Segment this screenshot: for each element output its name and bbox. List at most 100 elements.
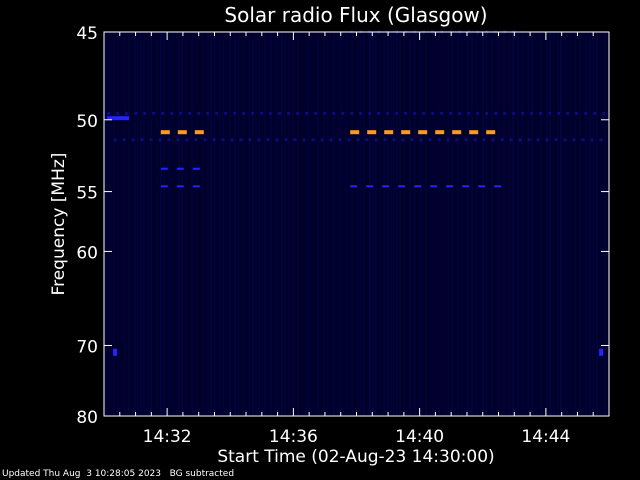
dotted_band_1-dash (278, 111, 282, 115)
dotted_band_1-dash (584, 111, 588, 115)
dotted_band_3-dash (248, 138, 252, 142)
dotted_band_1-dash (440, 111, 444, 115)
dotted_band_1-dash (530, 111, 534, 115)
dotted_band_1-dash (386, 111, 390, 115)
dotted_band_3-dash (185, 138, 189, 142)
dotted_band_1-dash (395, 111, 399, 115)
dotted_band_3-dash (230, 138, 234, 142)
dotted_band_1-dash (269, 111, 273, 115)
dotted_band_3-dash (482, 138, 486, 142)
dotted_band_3-dash (167, 138, 171, 142)
dotted_band_1-dash (206, 111, 210, 115)
dotted_band_1-dash (566, 111, 570, 115)
dotted_band_3-dash (410, 138, 414, 142)
footer: Updated Thu Aug 3 10:28:05 2023 BG subtr… (2, 469, 234, 479)
medium_band_2-dash (192, 185, 200, 188)
chart-title: Solar radio Flux (Glasgow) (224, 3, 487, 27)
vertical-streaks (105, 34, 606, 415)
dotted_band_3-dash (347, 138, 351, 142)
dotted_band_3-dash (464, 138, 468, 142)
y-axis-label: Frequency [MHz] (49, 153, 69, 296)
strong_band_2-dash (435, 130, 445, 135)
dotted_band_3-dash (563, 138, 567, 142)
dotted_band_3-dash (113, 138, 117, 142)
dotted_band_1-dash (260, 111, 264, 115)
medium_band_3-dash (366, 185, 374, 188)
dotted_band_3-dash (473, 138, 477, 142)
dotted_band_1-dash (350, 111, 354, 115)
dotted_band_3-dash (572, 138, 576, 142)
strong_band_1 (160, 130, 204, 135)
dotted_band_1 (107, 111, 606, 115)
y-tick-label: 70 (76, 337, 98, 357)
dotted_band_3-dash (320, 138, 324, 142)
dotted_band_3-dash (329, 138, 333, 142)
dotted_band_3-dash (293, 138, 297, 142)
dotted_band_3-dash (554, 138, 558, 142)
dotted_band_3-dash (509, 138, 513, 142)
axes (103, 31, 610, 417)
dotted_band_3-dash (203, 138, 207, 142)
dotted_band_3-dash (284, 138, 288, 142)
dotted_band_3-dash (590, 138, 594, 142)
dotted_band_1-dash (107, 111, 111, 115)
dotted_band_1-dash (593, 111, 597, 115)
dotted_band_3-dash (599, 138, 603, 142)
dotted_band_1-dash (377, 111, 381, 115)
dotted_band_3-dash (500, 138, 504, 142)
dotted_band_1-dash (359, 111, 363, 115)
footer-updated: Updated Thu Aug 3 10:28:05 2023 (2, 469, 162, 479)
dotted_band_3-dash (545, 138, 549, 142)
dotted_band_3-dash (356, 138, 360, 142)
dotted_band_1-dash (503, 111, 507, 115)
y-tick-label: 50 (76, 112, 98, 132)
dotted_band_3-dash (518, 138, 522, 142)
dotted_band_1-dash (449, 111, 453, 115)
medium_band_3-dash (382, 185, 390, 188)
dotted_band_3-dash (374, 138, 378, 142)
y-tick-label: 80 (76, 408, 98, 428)
dotted_band_1-dash (476, 111, 480, 115)
x-tick-label: 14:36 (269, 427, 318, 447)
medium_band_3-dash (446, 185, 454, 188)
dotted_band_3-dash (419, 138, 423, 142)
x-tick-label: 14:44 (521, 427, 570, 447)
dotted_band_3-dash (194, 138, 198, 142)
emission-patch (107, 116, 130, 121)
dotted_band_1-dash (458, 111, 462, 115)
strong_band_1-dash (160, 130, 170, 135)
medium_band_2 (160, 185, 200, 188)
dotted_band_1-dash (215, 111, 219, 115)
dotted_band_1-dash (233, 111, 237, 115)
dotted_band_3-dash (581, 138, 585, 142)
strong_band_2-dash (452, 130, 462, 135)
dotted_band_3-dash (176, 138, 180, 142)
strong_band_2-dash (469, 130, 479, 135)
medium_band_1-dash (192, 167, 200, 170)
dotted_band_1-dash (125, 111, 129, 115)
dotted_band_1-dash (305, 111, 309, 115)
dotted_band_3-dash (536, 138, 540, 142)
dotted_band_1-dash (422, 111, 426, 115)
dotted_band_3-dash (302, 138, 306, 142)
medium_band_3-dash (350, 185, 358, 188)
dotted_band_1-dash (404, 111, 408, 115)
strong_band_2-dash (486, 130, 496, 135)
x-tick-label: 14:32 (143, 427, 192, 447)
strong_band_1-dash (194, 130, 204, 135)
plot-area (104, 32, 609, 416)
medium_band_1-dash (160, 167, 168, 170)
x-axis-label: Start Time (02-Aug-23 14:30:00) (217, 447, 494, 467)
dotted_band_3-dash (491, 138, 495, 142)
dotted_band_1-dash (152, 111, 156, 115)
dotted_band_1-dash (341, 111, 345, 115)
medium_band_1 (160, 167, 200, 170)
dotted_band_3 (113, 138, 603, 142)
dotted_band_1-dash (467, 111, 471, 115)
dotted_band_3-dash (257, 138, 261, 142)
y-tick-label: 45 (76, 24, 98, 44)
dotted_band_1-dash (143, 111, 147, 115)
dotted_band_1-dash (413, 111, 417, 115)
dotted_band_3-dash (221, 138, 225, 142)
